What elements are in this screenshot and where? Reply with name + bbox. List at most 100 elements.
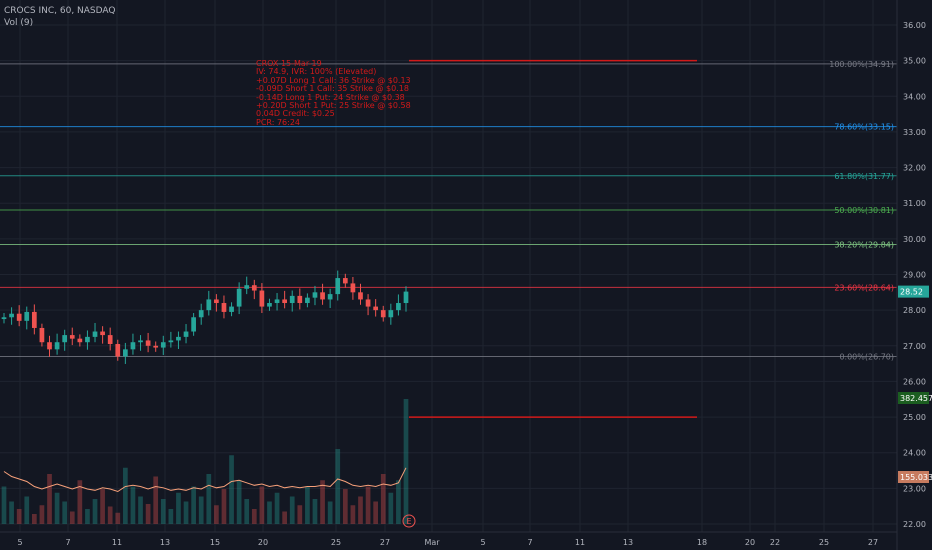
- volume-ma-line: [3, 467, 407, 493]
- volume-bar: [47, 474, 52, 524]
- candle-body: [221, 303, 227, 312]
- strike-lines[interactable]: [409, 59, 697, 418]
- volume-bar: [229, 455, 234, 524]
- candlesticks: [1, 270, 409, 364]
- volume-indicator-title[interactable]: Vol (9): [4, 18, 34, 28]
- earnings-marker[interactable]: E: [402, 514, 416, 528]
- candle-body: [342, 278, 348, 284]
- volume-bar: [327, 501, 333, 524]
- volume-bar: [1, 486, 7, 524]
- price-tick-label: 33.00: [903, 128, 926, 137]
- volume-ma-badge-bg: [898, 471, 929, 483]
- candle-body: [100, 331, 105, 336]
- price-tick-label: 24.00: [903, 449, 926, 458]
- annotation-line: +0.20D Short 1 Put: 25 Strike @ $0.58: [256, 101, 411, 111]
- volume-bar: [403, 399, 409, 524]
- candle-body: [282, 299, 287, 304]
- volume-bar: [54, 492, 60, 524]
- symbol-title[interactable]: CROCS INC, 60, NASDAQ: [4, 6, 116, 16]
- volume-bar: [236, 480, 242, 524]
- volume-bar: [312, 499, 318, 524]
- volume-bar: [259, 486, 265, 524]
- candle-body: [380, 310, 386, 318]
- volume-bar: [350, 505, 356, 524]
- volume-bar: [62, 501, 68, 524]
- fib-level-label: 23.60%(28.64): [834, 283, 894, 292]
- fibonacci-retracement[interactable]: 100.00%(34.91) 78.60%(33.15) 61.80%(31.77)…: [0, 60, 897, 362]
- candle-body: [403, 291, 409, 304]
- time-tick-label: 5: [480, 538, 485, 547]
- candle-body: [297, 295, 303, 304]
- volume-bar: [251, 509, 257, 524]
- volume-bar: [191, 486, 196, 524]
- candle-body: [1, 317, 7, 320]
- last-volume-badge: 382.457K: [900, 394, 932, 403]
- candle-body: [160, 342, 166, 348]
- volume-bar: [24, 496, 30, 524]
- fib-level-label: 0.00%(26.70): [839, 352, 894, 361]
- volume-bar: [267, 501, 272, 524]
- candle-body: [130, 342, 136, 350]
- time-tick-label: 27: [868, 538, 878, 547]
- last-price-badge: 28.52: [900, 288, 923, 297]
- time-tick-label: 5: [17, 538, 22, 547]
- candle-body: [24, 311, 30, 321]
- price-tick-label: 28.00: [903, 306, 926, 315]
- candle-body: [31, 311, 37, 328]
- fib-level-label: 38.20%(29.84): [834, 241, 894, 250]
- candle-body: [305, 297, 310, 304]
- time-tick-label: 25: [819, 538, 829, 547]
- candle-body: [145, 340, 151, 346]
- candle-body: [214, 299, 219, 304]
- candle-body: [176, 336, 181, 341]
- volume-bar: [221, 489, 227, 524]
- volume-bar: [145, 504, 151, 524]
- annotation-line: IV: 74.9, IVR: 100% (Elevated): [256, 67, 377, 77]
- candle-body: [85, 336, 90, 343]
- candle-body: [153, 345, 159, 348]
- candle-body: [9, 313, 14, 318]
- volume-bar: [69, 511, 75, 524]
- candle-body: [236, 288, 242, 307]
- earnings-marker-label: E: [406, 517, 411, 526]
- time-axis[interactable]: 5 7 11 13 15 20 25 27 Mar 5 7 11 13 18 20 22 25 27: [0, 531, 897, 547]
- candle-body: [168, 340, 174, 343]
- candle-body: [251, 285, 257, 291]
- candle-body: [62, 335, 68, 343]
- volume-bar: [297, 505, 303, 524]
- time-tick-label: 22: [770, 538, 780, 547]
- volume-bar: [380, 474, 386, 524]
- candle-body: [69, 335, 75, 339]
- volume-bar: [115, 512, 121, 524]
- price-tick-label: 26.00: [903, 377, 926, 386]
- volume-bar: [31, 514, 37, 524]
- volume-moving-average: [3, 467, 407, 493]
- candle-body: [54, 342, 60, 350]
- earnings-marker-circle[interactable]: [402, 514, 416, 528]
- volume-bar: [9, 501, 14, 524]
- time-tick-label: 13: [160, 538, 170, 547]
- volume-bar: [244, 499, 250, 524]
- time-tick-label: 20: [745, 538, 755, 547]
- volume-bar: [168, 509, 174, 524]
- candle-body: [183, 331, 189, 337]
- candle-body: [312, 292, 318, 298]
- price-axis[interactable]: 36.00 35.00 34.00 33.00 32.00 31.00 30.00 29.00…: [896, 0, 926, 550]
- volume-bar: [358, 496, 363, 524]
- price-tick-label: 36.00: [903, 21, 926, 30]
- volume-bar: [342, 489, 348, 524]
- volume-bar: [153, 476, 159, 524]
- trade-annotation[interactable]: CROX 15-Mar-19 IV: 74.9, IVR: 100% (Eleva…: [256, 59, 411, 127]
- candle-body: [47, 342, 52, 350]
- candle-body: [229, 306, 234, 312]
- last-price-badge-bg: [898, 285, 929, 298]
- time-tick-label: 27: [380, 538, 390, 547]
- price-tick-label: 22.00: [903, 520, 926, 529]
- volume-bar: [77, 480, 83, 524]
- candle-body: [274, 299, 280, 304]
- candle-body: [365, 299, 371, 307]
- candle-body: [206, 299, 212, 311]
- time-tick-label: 15: [210, 538, 220, 547]
- chart-legend: CROCS INC, 60, NASDAQ Vol (9): [4, 5, 116, 29]
